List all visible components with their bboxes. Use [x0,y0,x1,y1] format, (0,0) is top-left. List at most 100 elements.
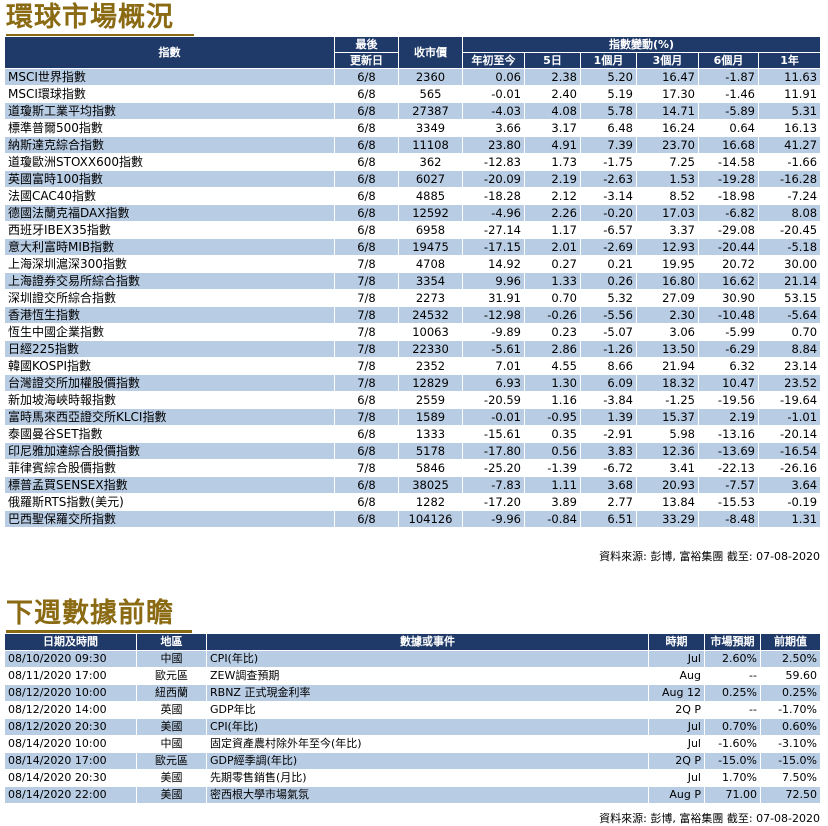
1y-change: 41.27 [757,136,822,154]
5d-change: 1.11 [524,476,581,494]
1y-change: -19.64 [757,391,822,409]
source-note-2: 資料來源: 彭博, 富裕集團 截至: 07-08-2020 [599,812,820,825]
1y-change: 16.13 [757,119,822,137]
1y-change: -20.45 [757,221,822,239]
1m-change: -2.91 [580,425,637,443]
close-price: 4708 [398,255,463,273]
1m-change: 0.26 [580,272,637,290]
event-datetime: 08/14/2020 10:00 [4,735,137,753]
1m-change: 2.77 [580,493,637,511]
6m-change: -5.99 [698,323,759,341]
last-update: 7/8 [334,323,399,341]
index-row: 英國富時100指數 6/8 6027 -20.09 2.19 -2.63 1.53 -19.2… [4,170,822,188]
1m-change: 3.83 [580,442,637,460]
last-update: 6/8 [334,68,399,86]
ytd-change: -12.83 [462,153,525,171]
event-forecast: -- [704,667,761,685]
index-name: 西班牙IBEX35指數 [4,221,335,239]
event-datetime: 08/12/2020 14:00 [4,701,137,719]
1m-change: 5.78 [580,102,637,120]
index-row: MSCI世界指數 6/8 2360 0.06 2.38 5.20 16.47 -1.87 11.… [4,68,822,86]
event-previous: 72.50 [760,786,821,804]
event-name: CPI(年比) [206,650,649,668]
index-row: 深圳證交所綜合指數 7/8 2273 31.91 0.70 5.32 27.09 30.90 5… [4,289,822,307]
6m-change: -29.08 [698,221,759,239]
index-row: 韓國KOSPI指數 7/8 2352 7.01 4.55 8.66 21.94 6.32 23.… [4,357,822,375]
index-row: 新加坡海峽時報指數 6/8 2559 -20.59 1.16 -3.84 -1.25 -19.… [4,391,822,409]
ytd-change: -5.61 [462,340,525,358]
header-ytd: 年初至今 [462,52,525,69]
event-forecast: 1.70% [704,769,761,787]
last-update: 7/8 [334,340,399,358]
index-name: 台灣證交所加權股價指數 [4,374,335,392]
index-row: 上海深圳滬深300指數 7/8 4708 14.92 0.27 0.21 19.95 20.7… [4,255,822,273]
1y-change: 30.00 [757,255,822,273]
3m-change: 17.03 [636,204,699,222]
close-price: 11108 [398,136,463,154]
event-period: Aug 12 [648,684,705,702]
ytd-change: 9.96 [462,272,525,290]
1m-change: 8.66 [580,357,637,375]
1m-change: -5.56 [580,306,637,324]
header-region: 地區 [136,633,207,651]
event-name: ZEW調查預期 [206,667,649,685]
event-region: 美國 [136,718,207,736]
calendar-row: 08/14/2020 17:00 歐元區 GDP經季調(年比) 2Q P -15.0% -… [4,752,821,770]
1y-change: 8.08 [757,204,822,222]
last-update: 6/8 [334,425,399,443]
3m-change: 13.50 [636,340,699,358]
calendar-row: 08/11/2020 17:00 歐元區 ZEW調查預期 Aug -- 59.60 [4,667,821,685]
5d-change: 3.89 [524,493,581,511]
1y-change: -0.19 [757,493,822,511]
close-price: 38025 [398,476,463,494]
1y-change: -1.66 [757,153,822,171]
event-forecast: 2.60% [704,650,761,668]
3m-change: 16.80 [636,272,699,290]
5d-change: 2.12 [524,187,581,205]
index-name: 俄羅斯RTS指數(美元) [4,493,335,511]
1y-change: -26.16 [757,459,822,477]
close-price: 5178 [398,442,463,460]
3m-change: 3.41 [636,459,699,477]
1m-change: -0.20 [580,204,637,222]
event-region: 中國 [136,735,207,753]
last-update: 6/8 [334,221,399,239]
1m-change: -3.84 [580,391,637,409]
ytd-change: -20.59 [462,391,525,409]
event-previous: 2.50% [760,650,821,668]
header-forecast: 市場預期 [704,633,761,651]
header-period: 時期 [648,633,705,651]
5d-change: 4.91 [524,136,581,154]
calendar-row: 08/12/2020 14:00 英國 GDP年比 2Q P -- -1.70% [4,701,821,719]
close-price: 6027 [398,170,463,188]
3m-change: 5.98 [636,425,699,443]
close-price: 12829 [398,374,463,392]
ytd-change: -17.15 [462,238,525,256]
ytd-change: 0.06 [462,68,525,86]
5d-change: 0.56 [524,442,581,460]
6m-change: -18.98 [698,187,759,205]
1y-change: 0.70 [757,323,822,341]
1y-change: 1.31 [757,510,822,528]
header-6m: 6個月 [698,52,759,69]
header-5d: 5日 [524,52,581,69]
5d-change: 1.16 [524,391,581,409]
index-row: 標準普爾500指數 6/8 3349 3.66 3.17 6.48 16.24 0.64 16.… [4,119,822,137]
5d-change: 2.01 [524,238,581,256]
index-row: 納斯達克綜合指數 6/8 11108 23.80 4.91 7.39 23.70 16.68 4… [4,136,822,154]
index-row: 菲律賓綜合股價指數 7/8 5846 -25.20 -1.39 -6.72 3.41 -22.… [4,459,822,477]
index-row: 巴西聖保羅交所指數 6/8 104126 -9.96 -0.84 6.51 33.29 -8.… [4,510,822,528]
6m-change: -6.82 [698,204,759,222]
index-row: MSCI環球指數 6/8 565 -0.01 2.40 5.19 17.30 -1.46 11.… [4,85,822,103]
last-update: 7/8 [334,306,399,324]
ytd-change: 23.80 [462,136,525,154]
6m-change: -22.13 [698,459,759,477]
event-period: 2Q P [648,752,705,770]
1m-change: 6.09 [580,374,637,392]
index-name: 新加坡海峽時報指數 [4,391,335,409]
last-update: 6/8 [334,204,399,222]
index-row: 恆生中國企業指數 7/8 10063 -9.89 0.23 -5.07 3.06 -5.99 0… [4,323,822,341]
last-update: 7/8 [334,272,399,290]
ytd-change: -25.20 [462,459,525,477]
1y-change: -5.64 [757,306,822,324]
